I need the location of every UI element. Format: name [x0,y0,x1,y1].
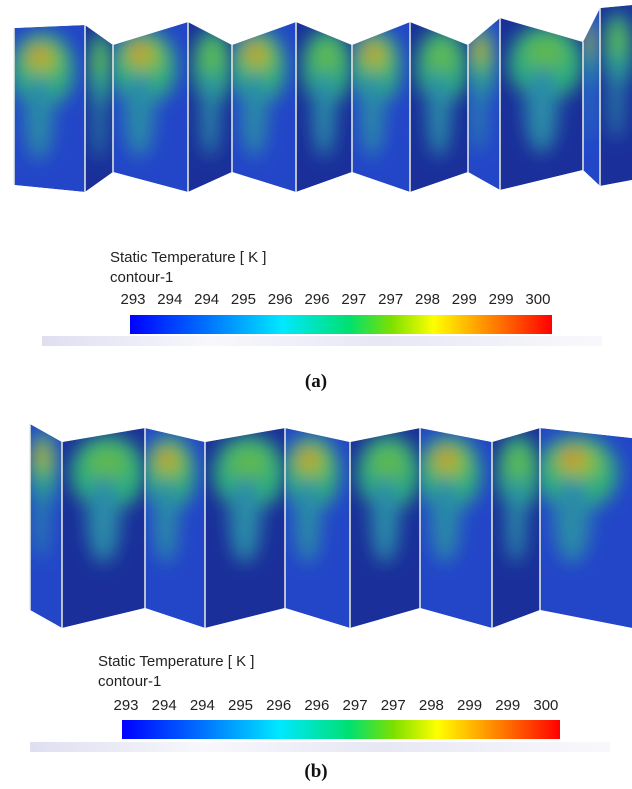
fin-face [352,22,410,192]
legend-title: Static Temperature [ K ] [110,249,267,266]
fin-face [113,22,188,192]
contour-render [13,5,632,192]
fin-face [420,428,492,628]
fin-face [62,428,145,628]
shadow [42,336,602,346]
legend-subtitle: contour-1 [110,269,174,286]
fin-face [30,424,62,628]
legend-title: Static Temperature [ K ] [98,653,255,670]
colorbar [122,720,560,739]
caption: (a) [304,371,328,392]
fin-face [492,428,540,628]
fin-face [468,18,500,190]
fin-face [145,428,205,628]
fin-face [188,22,232,192]
fin-face [540,428,632,628]
caption: (b) [304,761,328,782]
legend-subtitle: contour-1 [98,673,162,690]
fin-face [14,25,85,192]
fin-face [410,22,468,192]
fin-face [600,5,632,186]
fin-face [350,428,420,628]
colorbar [130,315,552,334]
colorbar-ticks: 293 294 294 295 296 296 297 297 298 299 299 300 [120,291,551,308]
fin-face [232,22,296,192]
fin-face [285,428,350,628]
fin-face [296,22,352,192]
fin-face [205,428,285,628]
fin-face [85,25,113,192]
contour-render [29,424,632,628]
fin-face [583,8,600,186]
colorbar-ticks: 293 294 294 295 296 296 297 297 298 299 299 300 [113,697,559,714]
fin-face [500,18,583,190]
shadow [30,742,610,752]
